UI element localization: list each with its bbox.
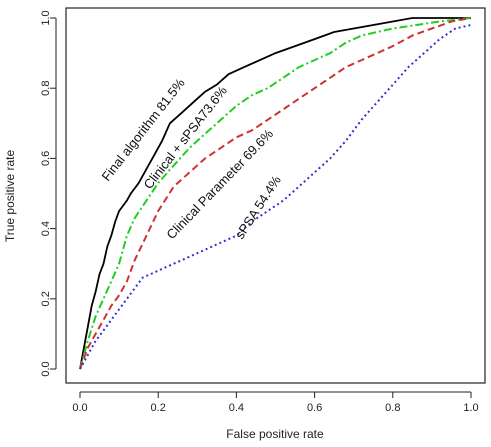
series-line-2: [79, 17, 472, 370]
y-tick-label: 0.2: [40, 291, 52, 306]
annotation-layer: Final algorithm 81.5%Clinical + sPSA73.6…: [99, 75, 285, 242]
y-tick-label: 0.0: [40, 361, 52, 376]
series-line-3: [79, 24, 472, 370]
series-line-0: [79, 17, 471, 370]
x-tick-label: 0.6: [307, 402, 322, 414]
y-tick-label: 0.8: [40, 81, 52, 96]
x-tick-label: 0.0: [72, 402, 87, 414]
x-axis: 0.0 0.2 0.4 0.6 0.8 1.0: [72, 391, 479, 414]
x-tick-label: 1.0: [463, 402, 478, 414]
y-axis-label: True positive rate: [3, 150, 17, 243]
y-tick-label: 0.6: [40, 151, 52, 166]
y-axis: 0.0 0.2 0.4 0.6 0.8 1.0: [40, 10, 57, 377]
x-axis-label: False positive rate: [226, 427, 324, 441]
y-tick-label: 1.0: [40, 10, 52, 25]
series-annotation-0: Final algorithm 81.5%: [99, 75, 188, 184]
series-annotation-3: sPSA 54.4%: [232, 172, 284, 241]
x-tick-label: 0.2: [151, 402, 166, 414]
plot-frame: [65, 7, 486, 384]
x-tick-label: 0.8: [385, 402, 400, 414]
series-line-1: [79, 17, 472, 370]
x-tick-label: 0.4: [229, 402, 244, 414]
y-tick-label: 0.4: [40, 221, 52, 236]
series-layer: [79, 17, 472, 370]
